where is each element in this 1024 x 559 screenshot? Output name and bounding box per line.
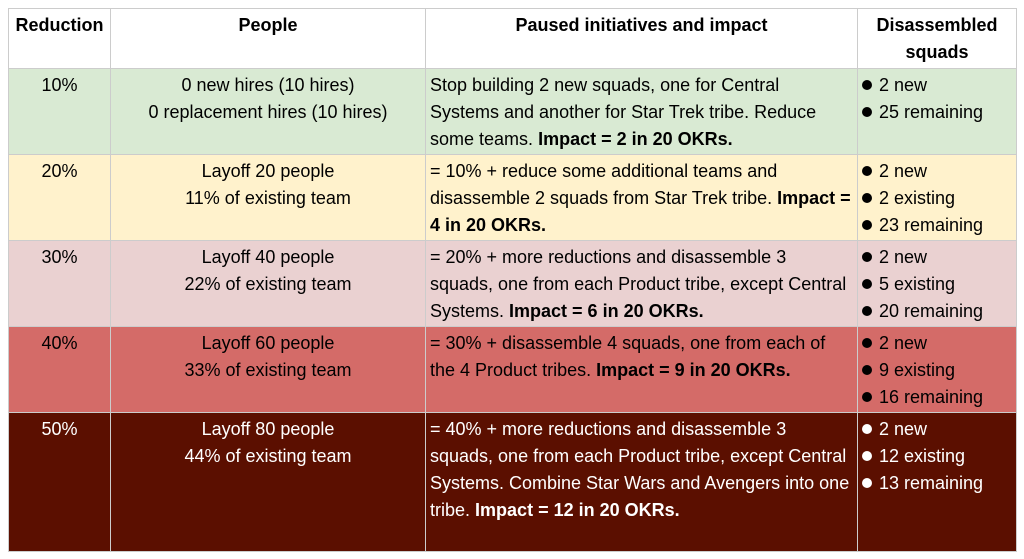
squad-text: 23 remaining bbox=[879, 215, 984, 235]
header-row: Reduction People Paused initiatives and … bbox=[8, 8, 1017, 69]
squad-text: 16 remaining bbox=[879, 387, 984, 407]
bullet bbox=[862, 392, 872, 402]
paused-text: = 40% + more reductions and disassemble … bbox=[430, 419, 850, 520]
paused-cell: = 20% + more reductions and disassemble … bbox=[425, 240, 858, 327]
squad-item: 13 remaining bbox=[862, 470, 1012, 497]
squad-text: 2 new bbox=[879, 419, 928, 439]
people-line: 22% of existing team bbox=[184, 274, 352, 294]
bullet bbox=[862, 279, 872, 289]
paused-cell: = 30% + disassemble 4 squads, one from e… bbox=[425, 326, 858, 413]
paused-text: = 20% + more reductions and disassemble … bbox=[430, 247, 847, 321]
people-line: Layoff 40 people bbox=[201, 247, 335, 267]
squads-cell: 2 new 2 existing 23 remaining bbox=[857, 154, 1017, 241]
squad-text: 25 remaining bbox=[879, 102, 984, 122]
squad-text: 2 new bbox=[879, 161, 928, 181]
bullet bbox=[862, 478, 872, 488]
header-cell: Paused initiatives and impact bbox=[425, 8, 858, 69]
people-line: 0 replacement hires (10 hires) bbox=[148, 102, 388, 122]
people-cell: Layoff 40 people 22% of existing team bbox=[110, 240, 426, 327]
squad-text: 13 remaining bbox=[879, 473, 984, 493]
paused-cell: = 10% + reduce some additional teams and… bbox=[425, 154, 858, 241]
people-line: 33% of existing team bbox=[184, 360, 352, 380]
people-line: 11% of existing team bbox=[185, 188, 351, 208]
people-line: 44% of existing team bbox=[184, 446, 352, 466]
squads-cell: 2 new 5 existing 20 remaining bbox=[857, 240, 1017, 327]
bullet bbox=[862, 451, 872, 461]
header-cell: Reduction bbox=[8, 8, 111, 69]
squad-item: 16 remaining bbox=[862, 384, 1012, 411]
paused-text: Stop building 2 new squads, one for Cent… bbox=[430, 75, 817, 149]
bullet bbox=[862, 365, 872, 375]
paused-cell: Stop building 2 new squads, one for Cent… bbox=[425, 68, 858, 155]
reduction-table: Reduction People Paused initiatives and … bbox=[8, 8, 1017, 552]
squads-cell: 2 new 12 existing 13 remaining bbox=[857, 412, 1017, 552]
reduction-cell: 20% bbox=[8, 154, 111, 241]
table-row: 30% Layoff 40 people 22% of existing team =… bbox=[8, 240, 1017, 327]
squad-text: 12 existing bbox=[879, 446, 966, 466]
squad-item: 2 existing bbox=[862, 185, 1012, 212]
bullet bbox=[862, 220, 872, 230]
squad-item: 25 remaining bbox=[862, 99, 1012, 126]
people-line: Layoff 80 people bbox=[201, 419, 335, 439]
table-row: 20% Layoff 20 people 11% of existing team =… bbox=[8, 154, 1017, 241]
squad-text: 20 remaining bbox=[879, 301, 984, 321]
squad-text: 2 new bbox=[879, 247, 928, 267]
header-cell: Disassembled squads bbox=[857, 8, 1017, 69]
squad-text: 2 new bbox=[879, 333, 928, 353]
squad-item: 5 existing bbox=[862, 271, 1012, 298]
impact-text: Impact = 2 in 20 OKRs. bbox=[538, 129, 733, 149]
bullet bbox=[862, 306, 872, 316]
impact-text: Impact = 4 in 20 OKRs. bbox=[430, 188, 851, 235]
bullet bbox=[862, 338, 872, 348]
table-body: 10% 0 new hires (10 hires) 0 replacement h… bbox=[8, 68, 1017, 552]
people-cell: 0 new hires (10 hires) 0 replacement hire… bbox=[110, 68, 426, 155]
people-cell: Layoff 20 people 11% of existing team bbox=[110, 154, 426, 241]
bullet bbox=[862, 80, 872, 90]
reduction-cell: 40% bbox=[8, 326, 111, 413]
reduction-cell: 50% bbox=[8, 412, 111, 552]
squad-text: 9 existing bbox=[879, 360, 956, 380]
impact-text: Impact = 6 in 20 OKRs. bbox=[509, 301, 704, 321]
impact-text: Impact = 9 in 20 OKRs. bbox=[596, 360, 791, 380]
squads-cell: 2 new 9 existing 16 remaining bbox=[857, 326, 1017, 413]
reduction-cell: 30% bbox=[8, 240, 111, 327]
bullet bbox=[862, 252, 872, 262]
paused-text: = 10% + reduce some additional teams and… bbox=[430, 161, 778, 208]
reduction-cell: 10% bbox=[8, 68, 111, 155]
bullet bbox=[862, 166, 872, 176]
squad-item: 20 remaining bbox=[862, 298, 1012, 325]
people-cell: Layoff 60 people 33% of existing team bbox=[110, 326, 426, 413]
squad-item: 9 existing bbox=[862, 357, 1012, 384]
squad-text: 2 existing bbox=[879, 188, 956, 208]
impact-text: Impact = 12 in 20 OKRs. bbox=[475, 500, 680, 520]
squad-text: 2 new bbox=[879, 75, 928, 95]
people-line: Layoff 20 people bbox=[201, 161, 335, 181]
table-row: 50% Layoff 80 people 44% of existing team =… bbox=[8, 412, 1017, 552]
paused-text: = 30% + disassemble 4 squads, one from e… bbox=[430, 333, 826, 380]
bullet bbox=[862, 107, 872, 117]
squad-text: 5 existing bbox=[879, 274, 956, 294]
squad-item: 2 new bbox=[862, 416, 1012, 443]
squads-cell: 2 new 25 remaining bbox=[857, 68, 1017, 155]
table-row: 10% 0 new hires (10 hires) 0 replacement h… bbox=[8, 68, 1017, 155]
bullet bbox=[862, 424, 872, 434]
squad-item: 23 remaining bbox=[862, 212, 1012, 239]
header-cell: People bbox=[110, 8, 426, 69]
people-line: 0 new hires (10 hires) bbox=[181, 75, 355, 95]
people-cell: Layoff 80 people 44% of existing team bbox=[110, 412, 426, 552]
people-line: Layoff 60 people bbox=[201, 333, 335, 353]
squad-item: 12 existing bbox=[862, 443, 1012, 470]
squad-item: 2 new bbox=[862, 72, 1012, 99]
paused-cell: = 40% + more reductions and disassemble … bbox=[425, 412, 858, 552]
squad-item: 2 new bbox=[862, 244, 1012, 271]
squad-item: 2 new bbox=[862, 330, 1012, 357]
squad-item: 2 new bbox=[862, 158, 1012, 185]
table-row: 40% Layoff 60 people 33% of existing team =… bbox=[8, 326, 1017, 413]
bullet bbox=[862, 193, 872, 203]
